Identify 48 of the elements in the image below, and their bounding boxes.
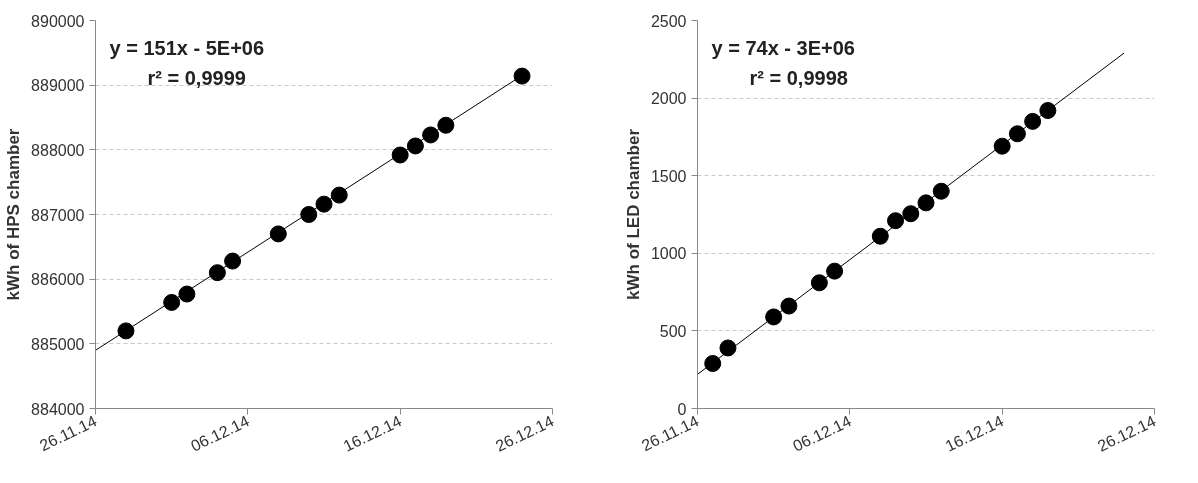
y-tick-label: 2000: [650, 90, 687, 108]
point: [224, 252, 242, 270]
y-tick-label: 886000: [31, 271, 85, 289]
point: [810, 274, 828, 292]
point: [269, 225, 287, 243]
point: [871, 227, 889, 245]
point: [826, 262, 844, 280]
point: [902, 205, 920, 223]
y-tick-label: 887000: [31, 206, 85, 224]
point: [1039, 102, 1057, 119]
point: [704, 355, 722, 372]
point: [437, 116, 455, 134]
point: [513, 67, 531, 85]
y-tick-label: 1500: [650, 167, 687, 185]
y-tick-label: 2500: [650, 12, 687, 30]
y-axis-title: kWh of HPS chamber: [4, 128, 24, 301]
point: [765, 308, 783, 326]
point: [719, 339, 737, 357]
y-tick-label: 1000: [650, 245, 687, 263]
point: [406, 137, 424, 155]
point: [300, 206, 318, 223]
annotation: r² = 0,9999: [147, 66, 246, 89]
point: [117, 322, 135, 340]
y-axis-title: kWh of LED chamber: [623, 128, 643, 300]
y-tick-label: 884000: [31, 400, 85, 418]
point: [993, 137, 1011, 155]
point: [163, 293, 181, 311]
point: [917, 194, 935, 212]
annotation: y = 74x - 3E+06: [711, 36, 855, 59]
point: [1008, 125, 1026, 143]
y-tick-label: 0: [677, 400, 687, 418]
y-tick-label: 888000: [31, 141, 85, 159]
y-tick-label: 889000: [31, 77, 85, 95]
point: [391, 146, 409, 164]
point: [178, 285, 196, 303]
point: [422, 126, 440, 144]
y-tick-label: 500: [659, 322, 687, 340]
point: [780, 297, 798, 315]
point: [330, 186, 348, 204]
point: [932, 182, 950, 200]
y-tick-label: 885000: [31, 335, 85, 353]
y-tick-label: 890000: [31, 12, 85, 30]
annotation: r² = 0,9998: [749, 66, 848, 89]
point: [315, 195, 333, 213]
point: [887, 212, 905, 230]
annotation: y = 151x - 5E+06: [109, 36, 265, 59]
point: [1024, 112, 1042, 130]
point: [208, 264, 226, 282]
